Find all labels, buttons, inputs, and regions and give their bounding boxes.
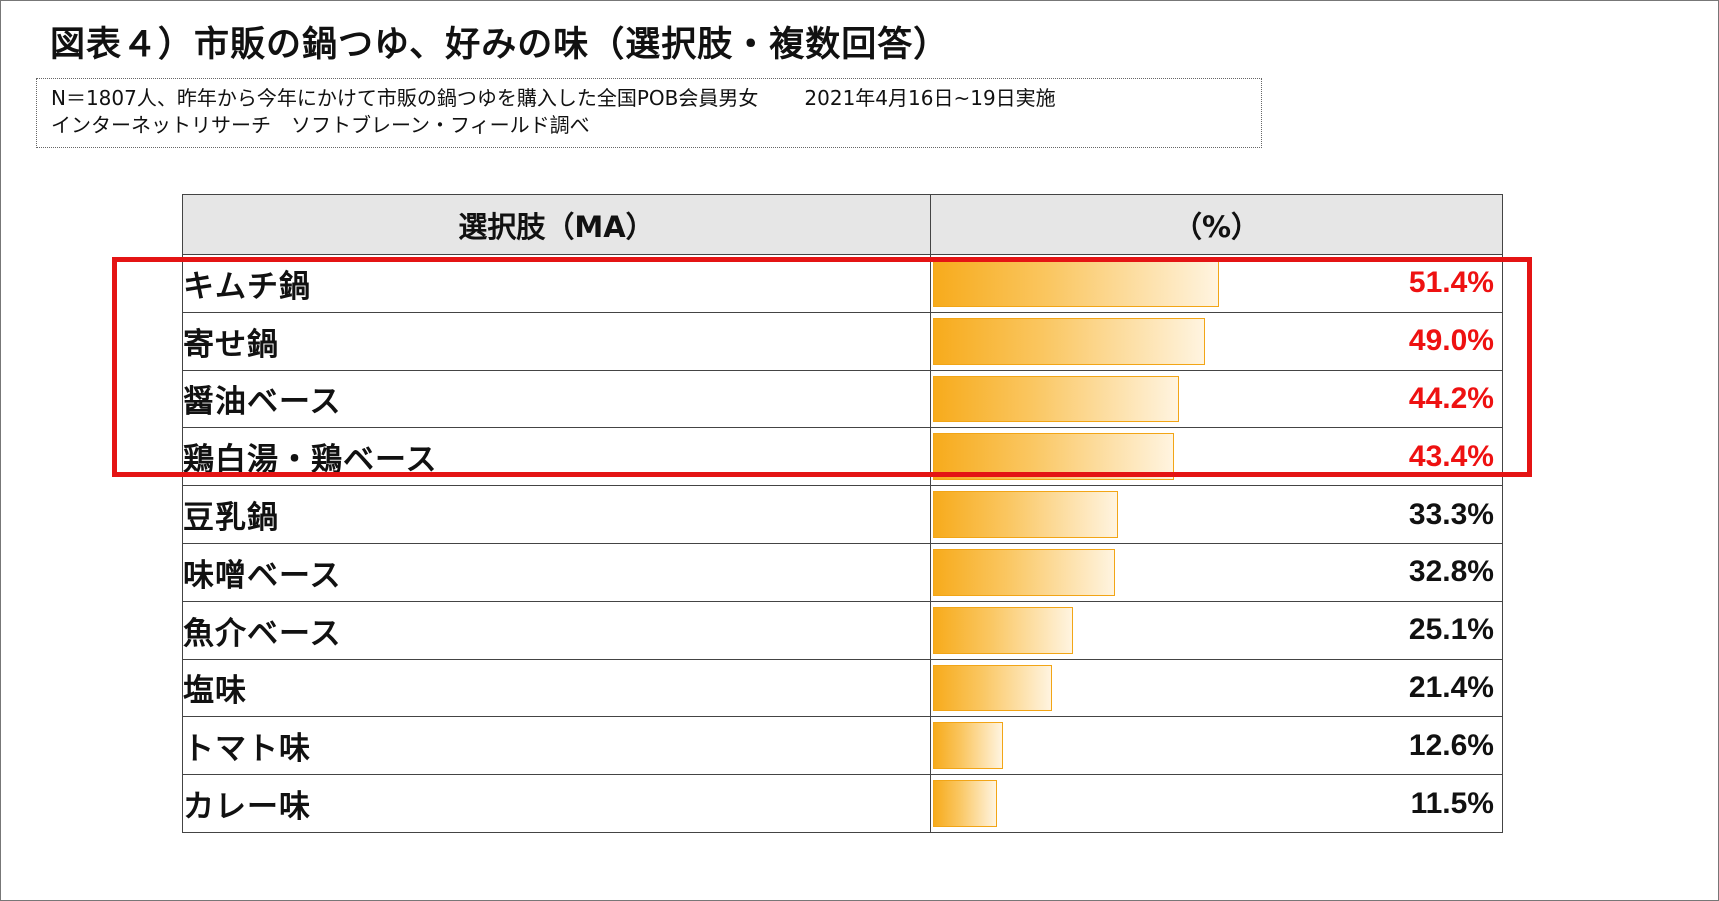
survey-note-line1: N＝1807人、昨年から今年にかけて市販の鍋つゆを購入した全国POB会員男女 20… <box>51 85 1247 112</box>
table-row: 醤油ベース 44.2% <box>182 369 1503 429</box>
category-label: カレー味 <box>182 774 931 833</box>
header-option: 選択肢（MA） <box>182 194 931 255</box>
bar-cell: 51.4% <box>930 254 1503 313</box>
bar-cell: 33.3% <box>930 485 1503 544</box>
bar-cell: 12.6% <box>930 716 1503 776</box>
table-row: トマト味 12.6% <box>182 716 1503 776</box>
table-header-row: 選択肢（MA） （%） <box>182 194 1503 255</box>
table-row: 寄せ鍋 49.0% <box>182 311 1503 371</box>
bar-cell: 32.8% <box>930 542 1503 602</box>
survey-sample: N＝1807人、昨年から今年にかけて市販の鍋つゆを購入した全国POB会員男女 <box>51 86 759 110</box>
header-percent: （%） <box>930 194 1503 255</box>
bar-cell: 49.0% <box>930 311 1503 371</box>
value-label: 12.6% <box>1408 728 1494 762</box>
bar <box>933 606 1073 654</box>
category-label: キムチ鍋 <box>182 254 931 313</box>
survey-note-line2: インターネットリサーチ ソフトブレーン・フィールド調べ <box>51 113 590 137</box>
category-label: 鶏白湯・鶏ベース <box>182 427 931 487</box>
table-row: 豆乳鍋 33.3% <box>182 485 1503 544</box>
survey-date: 2021年4月16日~19日実施 <box>804 86 1056 110</box>
category-label: トマト味 <box>182 716 931 776</box>
value-label: 49.0% <box>1408 324 1494 358</box>
value-label: 43.4% <box>1408 439 1494 473</box>
survey-note: N＝1807人、昨年から今年にかけて市販の鍋つゆを購入した全国POB会員男女 20… <box>36 78 1262 148</box>
table-row: キムチ鍋 51.4% <box>182 254 1503 313</box>
bar-cell: 11.5% <box>930 774 1503 833</box>
category-label: 醤油ベース <box>182 369 931 429</box>
value-label: 33.3% <box>1408 497 1494 531</box>
category-label: 寄せ鍋 <box>182 311 931 371</box>
table-row: 魚介ベース 25.1% <box>182 600 1503 660</box>
bar <box>933 260 1219 307</box>
table-body: キムチ鍋 51.4% 寄せ鍋 49.0% 醤油ベース 44.2% 鶏白湯・鶏ベース 43.4%… <box>182 254 1503 833</box>
value-label: 11.5% <box>1410 786 1494 820</box>
value-label: 25.1% <box>1408 613 1494 647</box>
value-label: 51.4% <box>1408 266 1494 300</box>
table-row: 鶏白湯・鶏ベース 43.4% <box>182 427 1503 487</box>
bar <box>933 664 1052 712</box>
category-label: 豆乳鍋 <box>182 485 931 544</box>
value-label: 21.4% <box>1408 670 1494 704</box>
bar-cell: 21.4% <box>930 658 1503 718</box>
bar <box>933 491 1119 538</box>
table-row: カレー味 11.5% <box>182 774 1503 833</box>
category-label: 塩味 <box>182 658 931 718</box>
results-table: 選択肢（MA） （%） キムチ鍋 51.4% 寄せ鍋 49.0% 醤油ベース 44.2% 鶏… <box>182 194 1503 833</box>
bar <box>933 375 1179 423</box>
bar-cell: 43.4% <box>930 427 1503 487</box>
bar-cell: 25.1% <box>930 600 1503 660</box>
bar <box>933 780 997 827</box>
bar <box>933 722 1004 770</box>
bar-cell: 44.2% <box>930 369 1503 429</box>
chart-title: 図表４）市販の鍋つゆ、好みの味（選択肢・複数回答） <box>50 25 950 65</box>
value-label: 32.8% <box>1408 555 1494 589</box>
category-label: 魚介ベース <box>182 600 931 660</box>
table-row: 味噌ベース 32.8% <box>182 542 1503 602</box>
value-label: 44.2% <box>1408 381 1494 415</box>
bar <box>933 433 1175 481</box>
category-label: 味噌ベース <box>182 542 931 602</box>
bar <box>933 317 1206 365</box>
bar <box>933 548 1116 596</box>
table-row: 塩味 21.4% <box>182 658 1503 718</box>
